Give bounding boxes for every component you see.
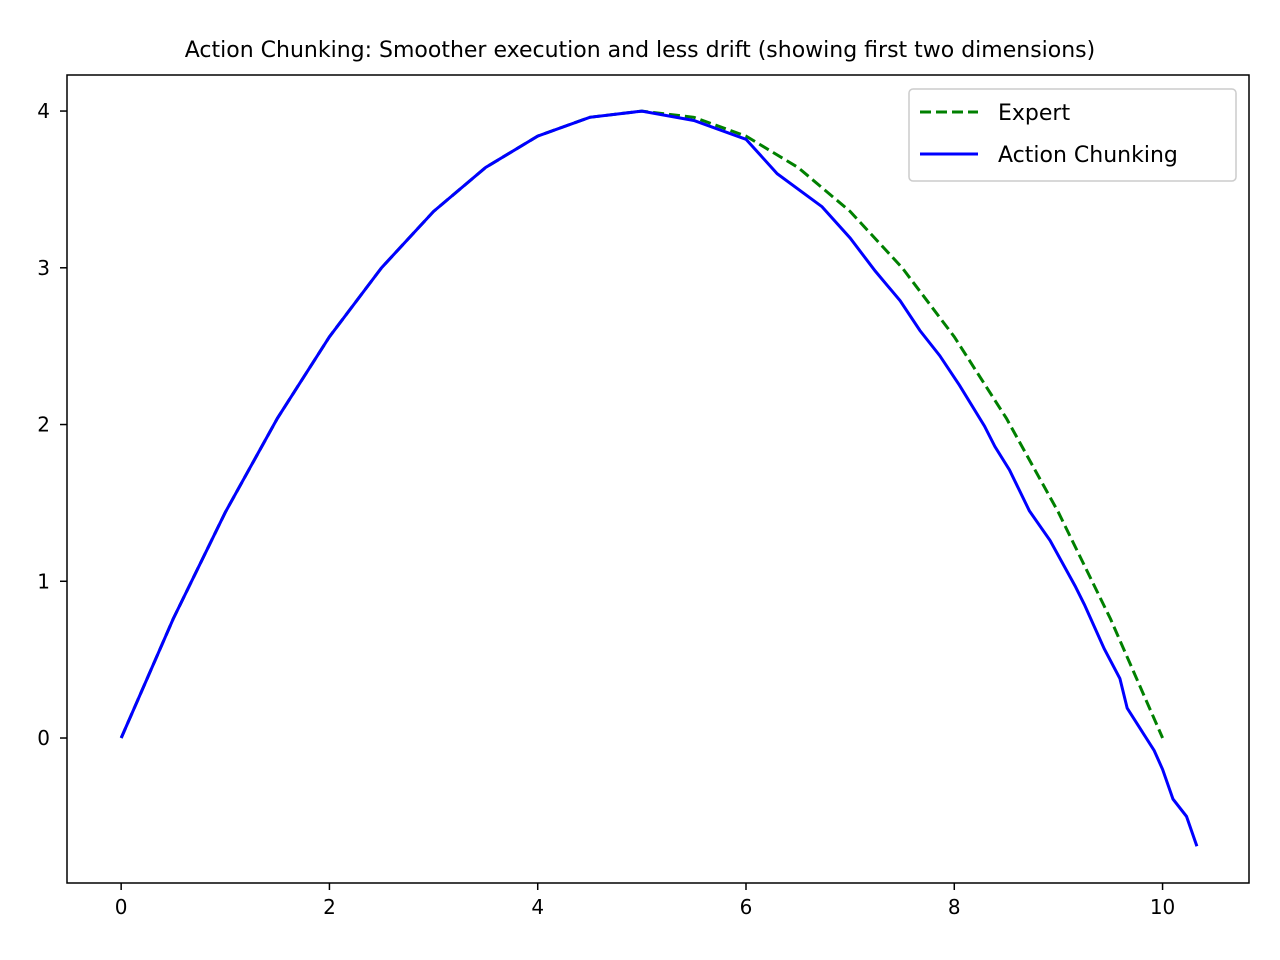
x-tick-label: 0 <box>115 895 128 919</box>
x-tick-label: 8 <box>948 895 961 919</box>
series-line-expert <box>119 109 1164 739</box>
legend-label: Action Chunking <box>998 143 1178 168</box>
y-tick-label: 2 <box>37 413 50 437</box>
y-tick-label: 3 <box>37 256 50 280</box>
legend: Expert Action Chunking <box>908 88 1237 182</box>
x-tick-label: 4 <box>531 895 544 919</box>
y-axis: 0 1 2 3 4 <box>37 99 67 750</box>
x-tick-label: 2 <box>323 895 336 919</box>
series-line-action-chunking <box>119 109 1199 847</box>
y-tick-label: 0 <box>37 726 50 750</box>
y-tick-label: 1 <box>37 569 50 593</box>
plot-area <box>119 109 1199 847</box>
y-tick-label: 4 <box>37 99 50 123</box>
axes-frame <box>66 74 1250 884</box>
x-axis: 0 2 4 6 8 10 <box>115 883 1175 919</box>
x-tick-label: 10 <box>1150 895 1175 919</box>
x-tick-label: 6 <box>740 895 753 919</box>
legend-label: Expert <box>998 101 1070 126</box>
chart-title: Action Chunking: Smoother execution and … <box>185 38 1095 63</box>
legend-box <box>908 88 1237 182</box>
